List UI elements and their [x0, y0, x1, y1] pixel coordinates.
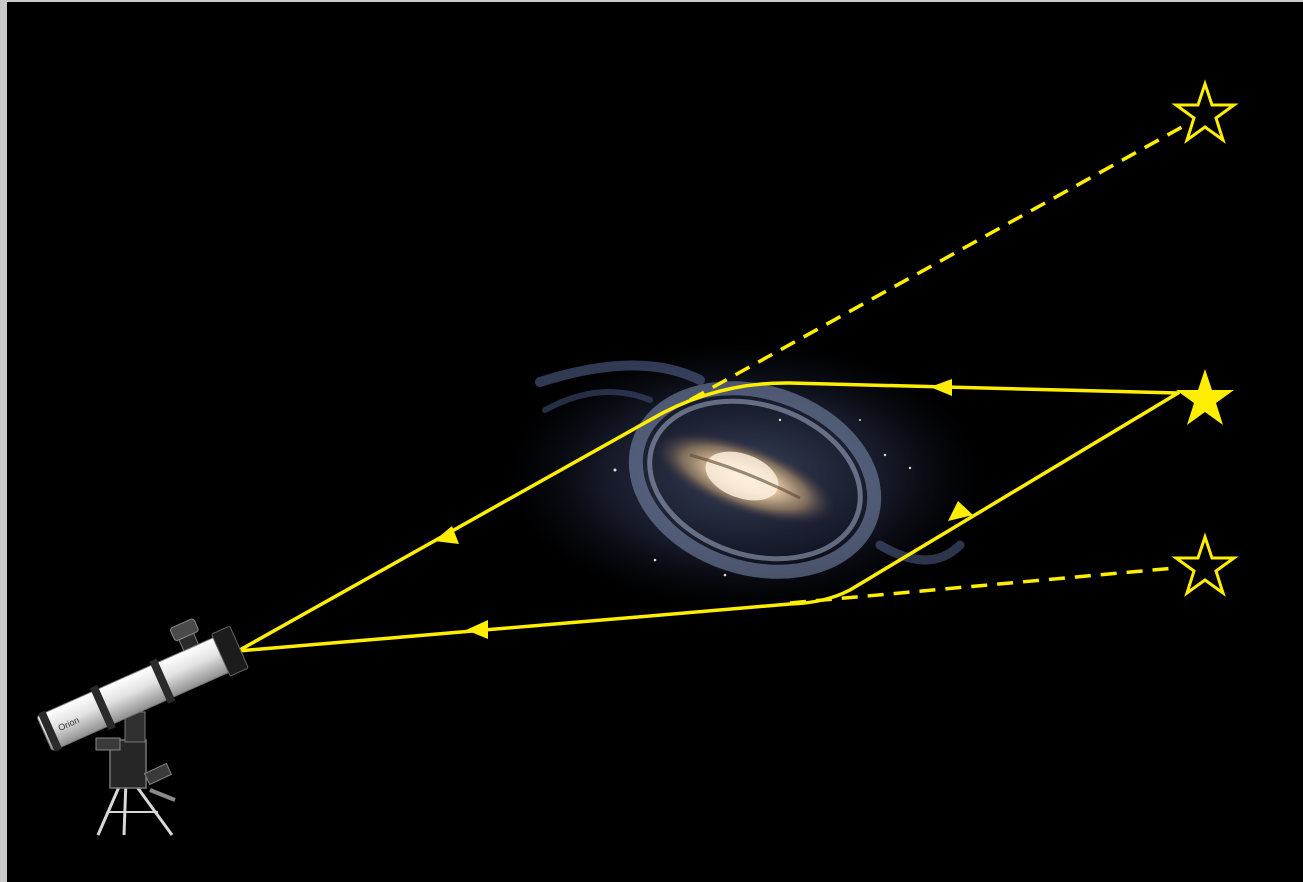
telescope-mount [95, 711, 176, 802]
star-outline-icon [1171, 532, 1239, 597]
upper-light-path [236, 381, 1180, 653]
telescope-tube: Orion [37, 618, 249, 752]
apparent-image-lines [689, 125, 1183, 605]
star-icon [1176, 369, 1234, 425]
arrow-lower-left [466, 620, 488, 639]
star-outline-icon [1171, 79, 1239, 144]
galaxy-star-specks [613, 418, 912, 577]
galaxy-arms [535, 360, 965, 579]
direction-arrows [434, 379, 973, 639]
telescope-icon: Orion [37, 618, 249, 836]
light-paths [236, 381, 1180, 653]
arrow-upper-right [930, 379, 952, 396]
star-images [1171, 79, 1239, 597]
galaxy-lens [505, 340, 985, 610]
arrow-upper-left [434, 526, 459, 544]
upper-apparent-line [689, 125, 1183, 402]
arrow-lower-right [948, 501, 973, 521]
lower-apparent-line [789, 566, 1176, 605]
lower-light-path [236, 391, 1180, 653]
telescope-tripod [96, 779, 174, 836]
galaxy-core [705, 451, 779, 501]
